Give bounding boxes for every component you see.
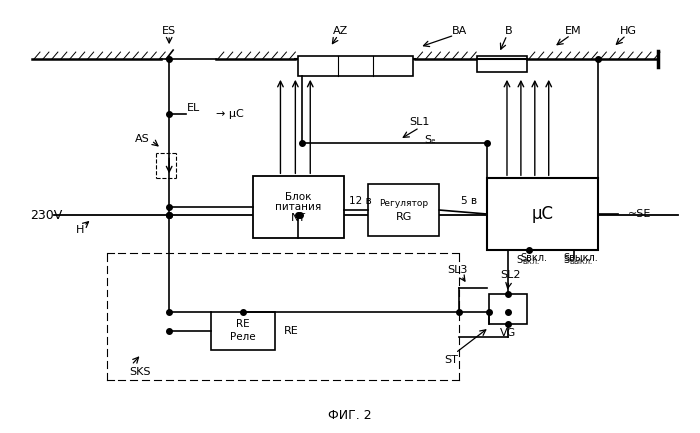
Text: SL1: SL1 (410, 116, 430, 126)
Text: ST: ST (444, 355, 458, 365)
Bar (489, 294, 527, 324)
Text: H: H (76, 225, 84, 235)
Text: Регулятор: Регулятор (379, 199, 428, 207)
Text: VG: VG (500, 328, 516, 338)
Text: 12 в: 12 в (349, 196, 371, 206)
Text: ФИГ. 2: ФИГ. 2 (328, 409, 372, 422)
Text: Блок: Блок (285, 192, 312, 202)
Text: RE: RE (284, 326, 298, 336)
Text: SKS: SKS (130, 367, 151, 377)
Text: S$_{\rm ВЫКЛ.}$: S$_{\rm ВЫКЛ.}$ (564, 253, 594, 267)
Bar (368, 184, 440, 236)
Text: S$_{\rm ВКЛ.}$: S$_{\rm ВКЛ.}$ (516, 253, 540, 267)
Text: Sвыкл.: Sвыкл. (563, 253, 598, 263)
Text: B: B (505, 26, 513, 36)
Text: питания: питания (275, 202, 321, 212)
Text: EM: EM (565, 26, 582, 36)
Text: EL: EL (186, 103, 200, 113)
Text: Sвкл.: Sвкл. (520, 253, 547, 263)
Text: AZ: AZ (332, 26, 348, 36)
Text: 230V: 230V (30, 209, 62, 222)
Text: 5 в: 5 в (461, 196, 477, 206)
Bar (487, 178, 598, 250)
Text: RE: RE (237, 319, 250, 330)
Text: SL3: SL3 (447, 265, 468, 275)
Bar (253, 176, 344, 238)
Bar (477, 56, 527, 72)
Text: NT: NT (290, 213, 306, 223)
Text: → μC: → μC (216, 109, 244, 119)
Bar (298, 56, 412, 76)
Text: μC: μC (532, 205, 554, 223)
Text: Sₑ: Sₑ (424, 136, 436, 145)
Text: AS: AS (134, 133, 149, 143)
Text: HG: HG (620, 26, 637, 36)
Text: RG: RG (395, 212, 412, 222)
Text: BA: BA (452, 26, 467, 36)
Text: ES: ES (162, 26, 176, 36)
Text: ~SE: ~SE (628, 209, 652, 219)
Text: SL2: SL2 (500, 270, 522, 280)
Text: Реле: Реле (230, 332, 256, 342)
Bar (211, 312, 276, 350)
